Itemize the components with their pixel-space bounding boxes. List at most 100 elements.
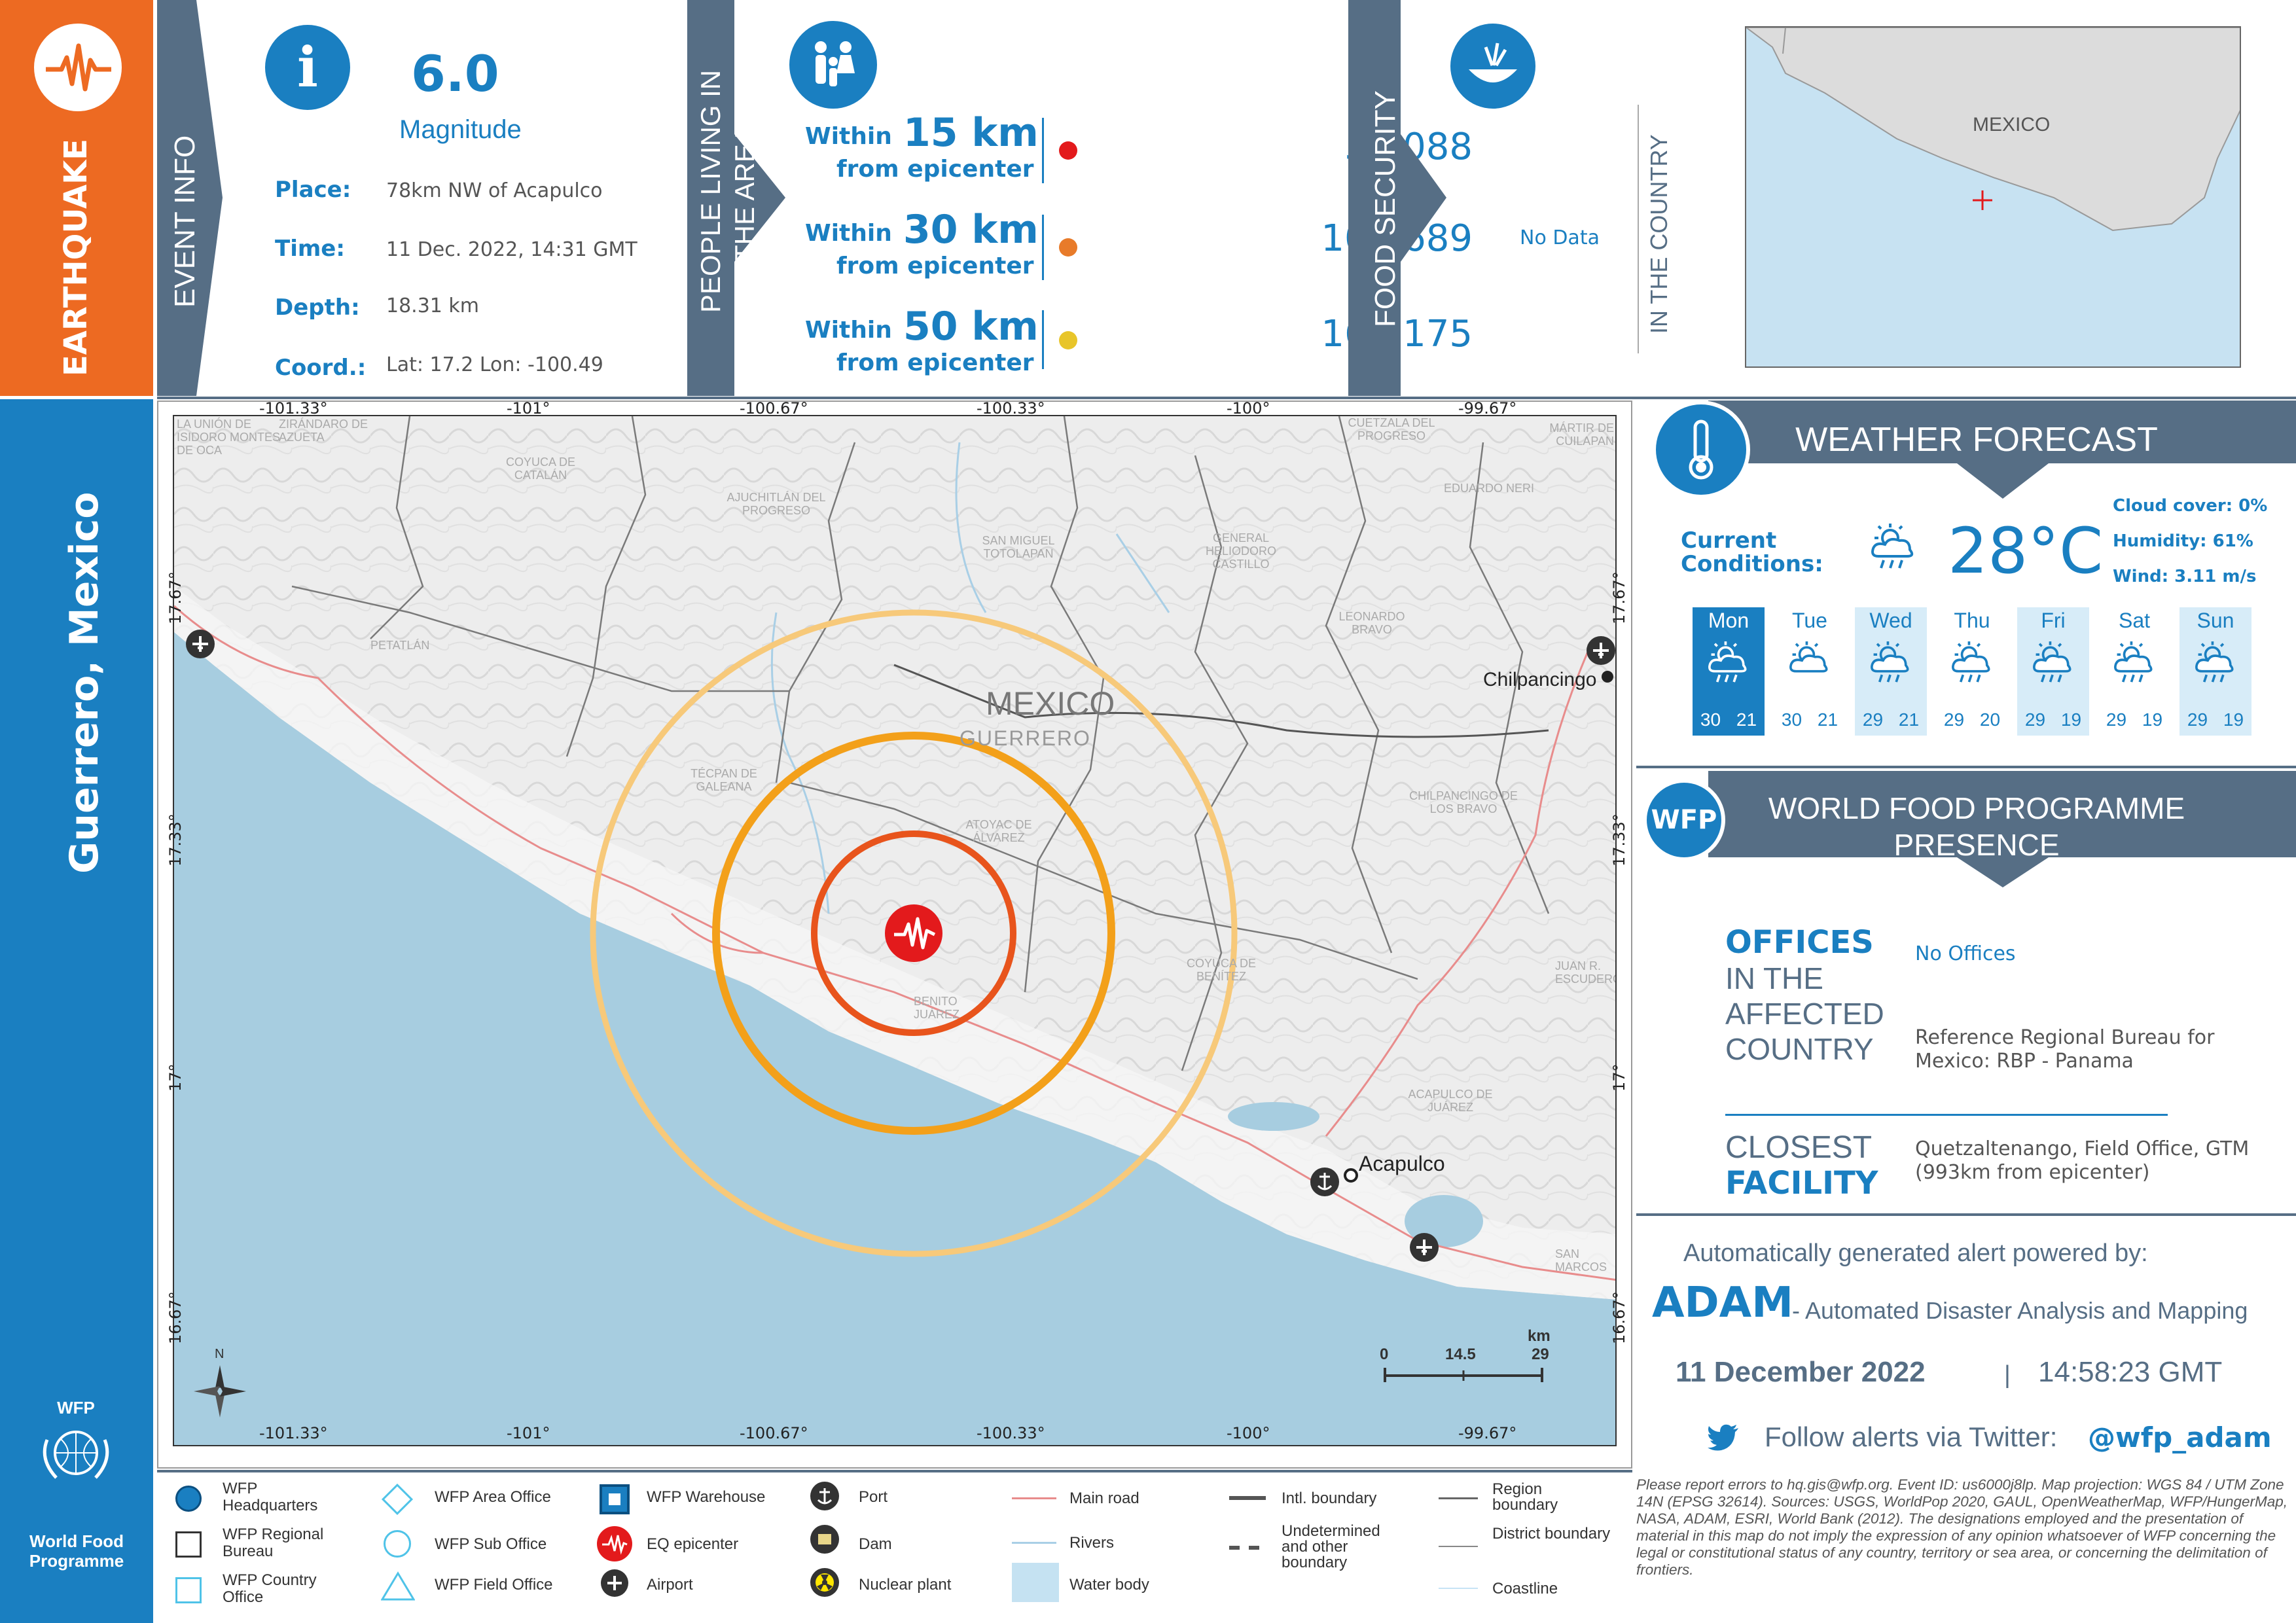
lon-tick-bottom: -101° <box>507 1424 550 1442</box>
weather-title: WEATHER FORECAST <box>1795 421 2158 459</box>
forecast-weather-icon <box>2114 641 2153 683</box>
lon-tick-top: -100.67° <box>740 399 808 418</box>
forecast-weather-icon <box>1871 641 1909 683</box>
presence-divider <box>1725 1114 2168 1116</box>
weather-header: WEATHER FORECAST <box>1643 401 2296 499</box>
eq-icon <box>597 1526 632 1561</box>
lagoon <box>1228 1102 1319 1131</box>
family-icon <box>789 21 877 109</box>
twitter-icon[interactable] <box>1707 1424 1740 1452</box>
place-value: 78km NW of Acapulco <box>386 179 603 202</box>
magnitude-value: 6.0 <box>411 45 499 103</box>
forecast-hi: 29 <box>1943 709 1965 730</box>
closest-value-2: (993km from epicenter) <box>1915 1161 2150 1184</box>
earthquake-icon <box>34 24 122 111</box>
north-arrow-icon <box>194 1365 246 1418</box>
legend-ao: WFP Area Office <box>435 1488 551 1506</box>
food-bowl-icon <box>1450 24 1535 109</box>
current-temperature: 28°C <box>1948 514 2104 588</box>
legend-water: Water body <box>1069 1576 1149 1594</box>
population-row-15: Within 15 km from epicenter 57,088 <box>805 110 1473 183</box>
coord-value: Lat: 17.2 Lon: -100.49 <box>386 353 603 376</box>
people-label-2: THE AREA <box>729 126 760 262</box>
offices-label-1: OFFICES <box>1725 924 1874 961</box>
pop-from-50: from epicenter <box>836 349 1034 376</box>
time-value: 11 Dec. 2022, 14:31 GMT <box>386 238 637 261</box>
fo-icon <box>381 1571 415 1601</box>
lat-tick-right: 17.33° <box>1610 813 1628 866</box>
pop-within-50: Within <box>805 317 892 344</box>
ring-30km <box>712 732 1115 1135</box>
forecast-weather-icon <box>1789 641 1828 673</box>
lon-tick-bottom: -100° <box>1227 1424 1270 1442</box>
forecast-day-name: Thu <box>1954 609 1990 632</box>
lat-tick-left: 17.67° <box>166 571 185 624</box>
wfp-badge-text: WFP <box>1651 805 1717 835</box>
lon-tick-bottom: -100.33° <box>977 1424 1045 1442</box>
top-separator <box>157 397 2296 399</box>
twitter-handle[interactable]: @wfp_adam <box>2088 1421 2272 1454</box>
scale-label-max: 29 <box>1532 1346 1549 1363</box>
offices-value: No Offices <box>1915 942 2016 965</box>
muni-label: GENERAL HELIODORO CASTILLO <box>1205 531 1277 571</box>
presence-title-1: WORLD FOOD PROGRAMME <box>1768 791 2185 825</box>
legend-hq: WFP Headquarters <box>223 1480 318 1514</box>
legend-so: WFP Sub Office <box>435 1535 547 1553</box>
food-security-label: FOOD SECURITY <box>1369 90 1401 327</box>
food-security-value: No Data <box>1520 226 1600 249</box>
place-label: Place: <box>275 177 351 203</box>
nuclear-icon <box>810 1568 839 1597</box>
muni-label: JUAN R. ESCUDERO <box>1555 959 1617 986</box>
forecast-day: Tue 30 21 <box>1774 607 1846 736</box>
footer-date: 11 December 2022 <box>1676 1356 1926 1388</box>
muni-label: LA UNIÓN DE ISIDORO MONTES DE OCA <box>177 418 281 457</box>
adam-brand: ADAM <box>1652 1279 1793 1327</box>
food-security-tab <box>1348 0 1453 396</box>
muni-label: COYUCA DE CATALÁN <box>505 455 576 482</box>
forecast-weather-icon <box>1952 641 1990 683</box>
region-swatch <box>1439 1497 1478 1499</box>
hazard-panel: EARTHQUAKE <box>0 0 153 396</box>
event-info-label: EVENT INFO <box>169 135 201 308</box>
disclaimer: Please report errors to hq.gis@wfp.org. … <box>1636 1476 2288 1578</box>
org-name-1: World Food <box>29 1531 124 1551</box>
pop-within-30: Within <box>805 220 892 247</box>
port-legend-icon <box>810 1482 839 1510</box>
lat-tick-right: 16.67° <box>1610 1291 1628 1344</box>
population-row-30: Within 30 km from epicenter 105,689 <box>805 207 1473 280</box>
co-icon <box>175 1577 202 1603</box>
forecast-lo: 19 <box>2223 709 2244 730</box>
location-label: Guerrero, Mexico <box>62 491 107 874</box>
road-swatch <box>1012 1497 1056 1499</box>
pop-divider-15 <box>1042 118 1044 183</box>
north-label: N <box>215 1347 224 1361</box>
depth-value: 18.31 km <box>386 294 480 317</box>
forecast-day: Sun 29 19 <box>2179 607 2251 736</box>
forecast-day: Thu 29 20 <box>1936 607 2008 736</box>
forecast-weather-icon <box>2195 641 2234 683</box>
offices-label-3: AFFECTED <box>1725 997 1884 1031</box>
hazard-label: EARTHQUAKE <box>58 138 94 376</box>
intl-swatch <box>1229 1496 1266 1500</box>
legend-region: Region boundary <box>1492 1480 1558 1514</box>
pop-dot-50 <box>1059 331 1077 349</box>
legend-fo: WFP Field Office <box>435 1576 553 1594</box>
scale-unit: km <box>1528 1327 1551 1345</box>
legend-rivers: Rivers <box>1069 1534 1115 1552</box>
scale-label-mid: 14.5 <box>1445 1346 1476 1363</box>
muni-label: BENITO JUÁREZ <box>914 995 960 1021</box>
lon-tick-bottom: -99.67° <box>1458 1424 1517 1442</box>
footer-separator: | <box>2004 1361 2011 1389</box>
legend: WFP Headquarters WFP Regional Bureau WFP… <box>157 1474 1632 1623</box>
legend-undet: Undetermined and other boundary <box>1282 1522 1380 1571</box>
lat-tick-right: 17.67° <box>1610 571 1628 624</box>
port-icon <box>1310 1168 1339 1196</box>
muni-label: ZIRÁNDARO DE AZUETA <box>279 418 368 444</box>
lon-tick-top: -101.33° <box>259 399 328 418</box>
closest-label-2: FACILITY <box>1725 1165 1878 1202</box>
lon-tick-top: -100.33° <box>977 399 1045 418</box>
lon-tick-top: -101° <box>507 399 550 418</box>
airport-legend-icon <box>601 1569 628 1597</box>
legend-port: Port <box>859 1488 888 1506</box>
forecast-hi: 29 <box>2106 709 2127 730</box>
